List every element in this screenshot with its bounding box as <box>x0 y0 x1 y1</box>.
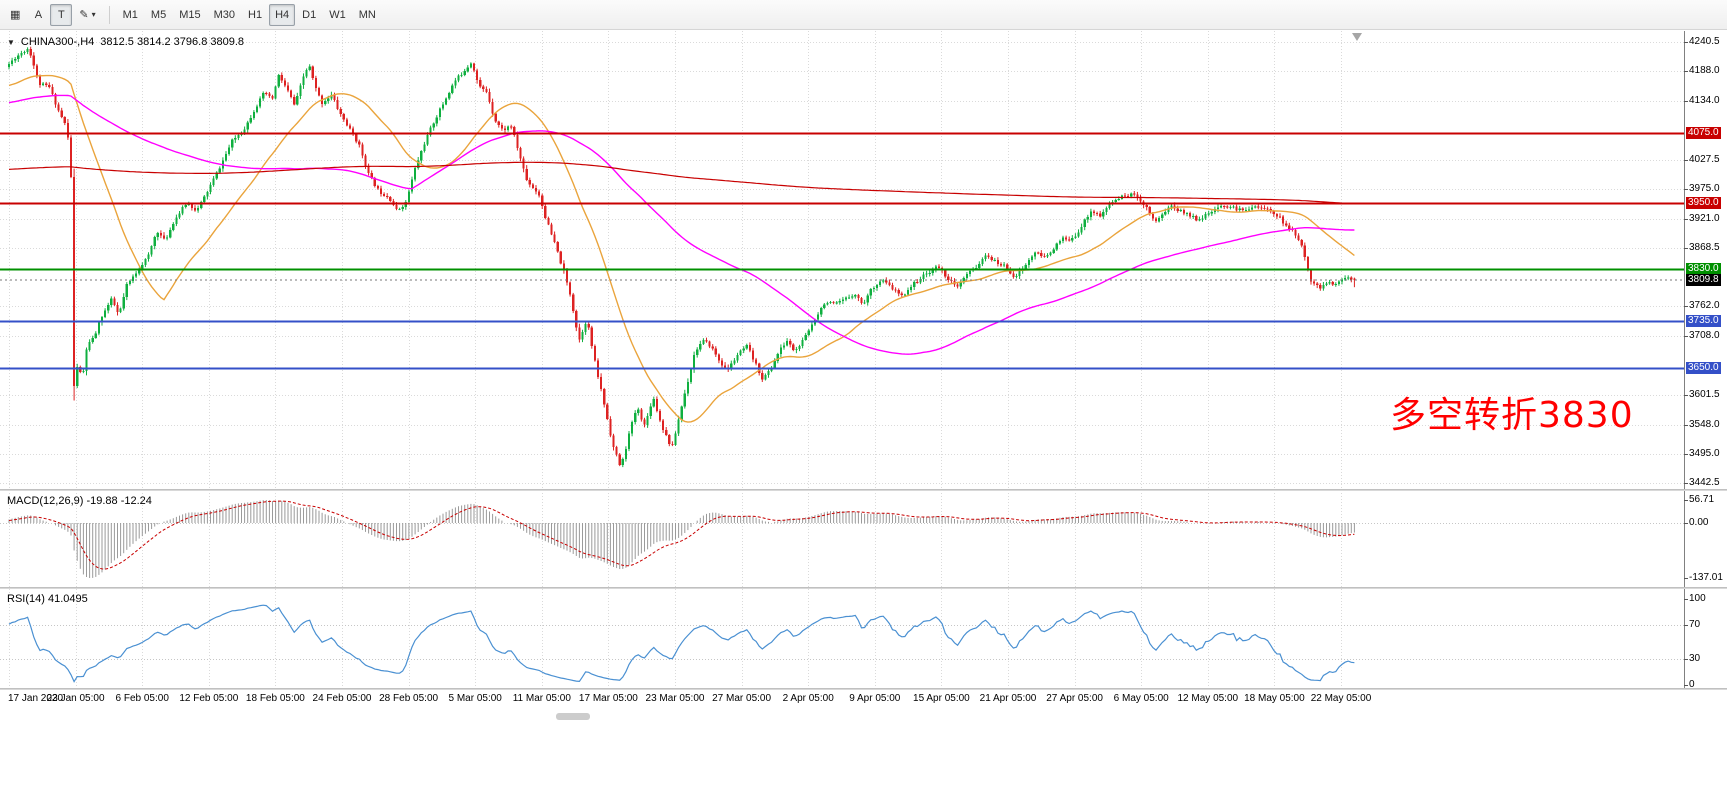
toolbar-separator <box>108 5 110 24</box>
horizontal-scrollbar-thumb[interactable] <box>556 713 590 720</box>
macd-indicator-label: MACD(12,26,9) -19.88 -12.24 <box>7 495 152 507</box>
chevron-down-icon: ▾ <box>91 10 96 19</box>
slow-ma <box>8 161 1355 205</box>
chart-ohlc-values: 3812.5 3814.2 3796.8 3809.8 <box>100 36 245 48</box>
timeframe-button-m15[interactable]: M15 <box>173 4 206 26</box>
macd-signal-line <box>8 500 1355 570</box>
timeframe-button-d1[interactable]: D1 <box>296 4 322 26</box>
one-click-trading-toggle[interactable]: ▼ <box>7 37 15 47</box>
axis-frame <box>1352 31 1688 690</box>
horizontal-level-lines <box>0 132 1684 370</box>
timeframe-button-m5[interactable]: M5 <box>145 4 172 26</box>
panel-splitter-time-axis[interactable] <box>0 688 1727 690</box>
text-tool-button[interactable]: A <box>27 4 49 26</box>
pencil-icon: ✎ <box>79 9 89 21</box>
price-axis[interactable] <box>1685 31 1727 690</box>
timeframe-bar: M1 M5 M15 M30 H1 H4 D1 W1 MN <box>117 3 382 26</box>
panel-splitter-macd[interactable] <box>0 489 1727 491</box>
timeframe-button-m1[interactable]: M1 <box>117 4 144 26</box>
chart-annotation-text: 多空转折3830 <box>1390 395 1634 436</box>
timeframe-button-mn[interactable]: MN <box>353 4 382 26</box>
top-toolbar: ▦ A T ✎ ▾ M1 M5 M15 M30 H1 H4 D1 W1 MN <box>0 0 1727 30</box>
chart-shift-marker[interactable] <box>1352 33 1362 41</box>
charts-grid-icon[interactable]: ▦ <box>4 4 26 26</box>
crosshair-tool-button[interactable]: T <box>50 3 73 26</box>
rsi-indicator-label: RSI(14) 41.0495 <box>7 593 88 605</box>
macd-histogram <box>8 500 1355 578</box>
chart-title: ▼ CHINA300-,H4 3812.5 3814.2 3796.8 3809… <box>7 36 244 48</box>
timeframe-button-w1[interactable]: W1 <box>323 4 352 26</box>
timeframe-button-h1[interactable]: H1 <box>242 4 268 26</box>
timeframe-button-m30[interactable]: M30 <box>208 4 241 26</box>
candlesticks <box>7 46 1356 468</box>
time-axis[interactable] <box>0 690 1685 710</box>
rsi-line <box>8 604 1355 683</box>
timeframe-button-h4[interactable]: H4 <box>269 3 296 26</box>
chart-symbol-period: CHINA300-,H4 <box>20 36 95 48</box>
panel-splitter-rsi[interactable] <box>0 587 1727 589</box>
draw-tool-button[interactable]: ✎ ▾ <box>73 4 101 26</box>
fast-ma <box>8 74 1355 423</box>
grid-lines <box>0 31 1684 688</box>
